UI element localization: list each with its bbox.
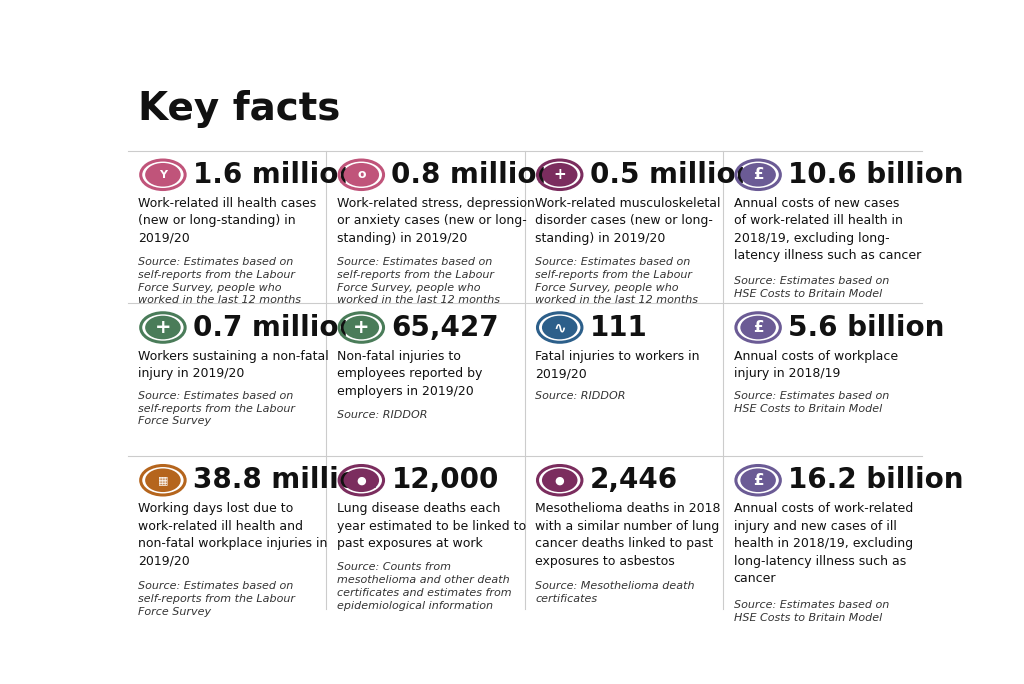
Text: ∿: ∿: [553, 320, 566, 335]
Text: Annual costs of new cases
of work-related ill health in
2018/19, excluding long-: Annual costs of new cases of work-relate…: [733, 197, 921, 263]
Text: Source: Estimates based on
HSE Costs to Britain Model: Source: Estimates based on HSE Costs to …: [733, 391, 889, 414]
Text: 65,427: 65,427: [391, 313, 499, 341]
Text: o: o: [357, 168, 366, 181]
Text: Source: Estimates based on
self-reports from the Labour
Force Survey: Source: Estimates based on self-reports …: [138, 581, 295, 617]
Text: £: £: [753, 168, 763, 182]
Text: Source: Mesothelioma death
certificates: Source: Mesothelioma death certificates: [536, 581, 694, 604]
Text: £: £: [753, 473, 763, 488]
Text: Key facts: Key facts: [137, 90, 340, 128]
Text: Source: Estimates based on
HSE Costs to Britain Model: Source: Estimates based on HSE Costs to …: [733, 276, 889, 299]
Text: ●: ●: [555, 475, 564, 485]
Text: 1.6 million: 1.6 million: [194, 161, 358, 189]
Circle shape: [145, 469, 180, 492]
Text: Work-related musculoskeletal
disorder cases (new or long-
standing) in 2019/20: Work-related musculoskeletal disorder ca…: [536, 197, 721, 245]
Text: Mesothelioma deaths in 2018
with a similar number of lung
cancer deaths linked t: Mesothelioma deaths in 2018 with a simil…: [536, 502, 721, 568]
Circle shape: [740, 163, 776, 187]
Text: Source: Estimates based on
self-reports from the Labour
Force Survey, people who: Source: Estimates based on self-reports …: [536, 257, 698, 305]
Text: 0.5 million: 0.5 million: [590, 161, 756, 189]
Text: Source: Estimates based on
self-reports from the Labour
Force Survey: Source: Estimates based on self-reports …: [138, 391, 295, 426]
Circle shape: [145, 163, 180, 187]
Circle shape: [740, 316, 776, 339]
Text: +: +: [353, 318, 370, 337]
Text: Source: Estimates based on
self-reports from the Labour
Force Survey, people who: Source: Estimates based on self-reports …: [337, 257, 500, 305]
Text: 111: 111: [590, 313, 647, 341]
Text: Work-related ill health cases
(new or long-standing) in
2019/20: Work-related ill health cases (new or lo…: [138, 197, 316, 245]
Text: Working days lost due to
work-related ill health and
non-fatal workplace injurie: Working days lost due to work-related il…: [138, 502, 328, 568]
Text: Fatal injuries to workers in
2019/20: Fatal injuries to workers in 2019/20: [536, 350, 699, 380]
Circle shape: [542, 469, 578, 492]
Text: £: £: [753, 320, 763, 335]
Text: Workers sustaining a non-fatal
injury in 2019/20: Workers sustaining a non-fatal injury in…: [138, 350, 329, 380]
Text: 5.6 billion: 5.6 billion: [788, 313, 945, 341]
Text: 12,000: 12,000: [391, 466, 499, 495]
Circle shape: [542, 163, 578, 187]
Text: Annual costs of workplace
injury in 2018/19: Annual costs of workplace injury in 2018…: [733, 350, 898, 380]
Text: 10.6 billion: 10.6 billion: [788, 161, 964, 189]
Text: Work-related stress, depression
or anxiety cases (new or long-
standing) in 2019: Work-related stress, depression or anxie…: [337, 197, 535, 245]
Text: Y: Y: [159, 170, 167, 180]
Text: Lung disease deaths each
year estimated to be linked to
past exposures at work: Lung disease deaths each year estimated …: [337, 502, 526, 551]
Text: 0.8 million: 0.8 million: [391, 161, 557, 189]
Text: 16.2 billion: 16.2 billion: [788, 466, 964, 495]
Text: 2,446: 2,446: [590, 466, 678, 495]
Text: Non-fatal injuries to
employees reported by
employers in 2019/20: Non-fatal injuries to employees reported…: [337, 350, 482, 397]
Circle shape: [343, 469, 379, 492]
Text: ●: ●: [356, 475, 367, 485]
Circle shape: [343, 316, 379, 339]
Text: +: +: [553, 168, 566, 182]
Circle shape: [145, 316, 180, 339]
Text: Source: Estimates based on
self-reports from the Labour
Force Survey, people who: Source: Estimates based on self-reports …: [138, 257, 301, 305]
Text: +: +: [155, 318, 171, 337]
Text: Source: Counts from
mesothelioma and other death
certificates and estimates from: Source: Counts from mesothelioma and oth…: [337, 562, 511, 611]
Circle shape: [343, 163, 379, 187]
Text: Source: RIDDOR: Source: RIDDOR: [337, 410, 427, 420]
Text: ▦: ▦: [158, 475, 168, 485]
Text: 0.7 million: 0.7 million: [194, 313, 358, 341]
Text: Source: Estimates based on
HSE Costs to Britain Model: Source: Estimates based on HSE Costs to …: [733, 601, 889, 623]
Text: 38.8 million: 38.8 million: [194, 466, 378, 495]
Text: Source: RIDDOR: Source: RIDDOR: [536, 391, 626, 401]
Circle shape: [542, 316, 578, 339]
Circle shape: [740, 469, 776, 492]
Text: Annual costs of work-related
injury and new cases of ill
health in 2018/19, excl: Annual costs of work-related injury and …: [733, 502, 912, 586]
